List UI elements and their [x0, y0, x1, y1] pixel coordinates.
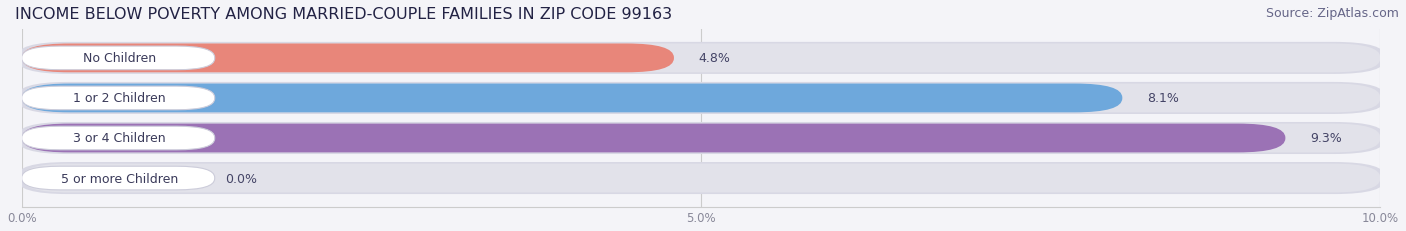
FancyBboxPatch shape	[21, 167, 215, 190]
FancyBboxPatch shape	[17, 82, 1386, 115]
Text: INCOME BELOW POVERTY AMONG MARRIED-COUPLE FAMILIES IN ZIP CODE 99163: INCOME BELOW POVERTY AMONG MARRIED-COUPL…	[15, 7, 672, 22]
FancyBboxPatch shape	[21, 124, 1381, 153]
FancyBboxPatch shape	[21, 84, 1381, 113]
Text: 9.3%: 9.3%	[1310, 132, 1341, 145]
FancyBboxPatch shape	[21, 87, 215, 110]
Text: 1 or 2 Children: 1 or 2 Children	[73, 92, 166, 105]
Text: 5 or more Children: 5 or more Children	[60, 172, 179, 185]
FancyBboxPatch shape	[21, 44, 673, 73]
Text: 4.8%: 4.8%	[699, 52, 730, 65]
Text: 0.0%: 0.0%	[225, 172, 257, 185]
FancyBboxPatch shape	[21, 47, 215, 70]
FancyBboxPatch shape	[21, 127, 215, 150]
FancyBboxPatch shape	[21, 124, 1285, 153]
Text: 8.1%: 8.1%	[1147, 92, 1178, 105]
Text: No Children: No Children	[83, 52, 156, 65]
FancyBboxPatch shape	[21, 84, 1122, 113]
Text: Source: ZipAtlas.com: Source: ZipAtlas.com	[1265, 7, 1399, 20]
FancyBboxPatch shape	[17, 43, 1386, 75]
FancyBboxPatch shape	[17, 122, 1386, 154]
Text: 3 or 4 Children: 3 or 4 Children	[73, 132, 166, 145]
FancyBboxPatch shape	[21, 164, 1381, 193]
FancyBboxPatch shape	[17, 162, 1386, 194]
FancyBboxPatch shape	[21, 44, 1381, 73]
